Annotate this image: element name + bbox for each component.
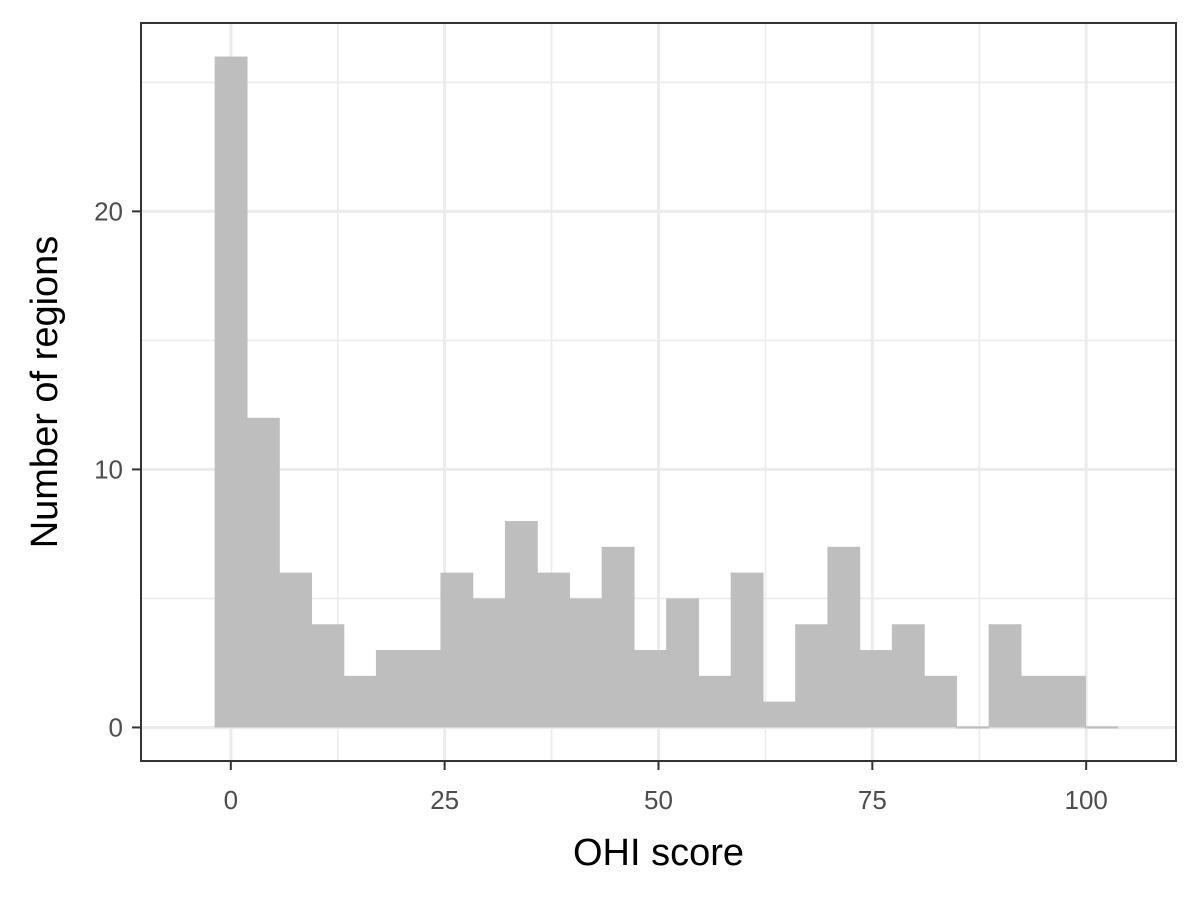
histogram-bar [666,598,700,728]
histogram-bar [246,417,280,728]
x-axis-tick-label: 0 [224,785,238,815]
histogram-bar [214,56,248,728]
histogram-bar [311,624,345,728]
histogram-bar [1020,675,1054,728]
y-axis-tick-label: 20 [94,196,123,226]
histogram-bar [762,701,796,728]
histogram-bar [440,572,474,728]
histogram-bar [375,650,409,728]
x-axis-tick-label: 50 [644,785,673,815]
histogram-bar [472,598,506,728]
histogram-bar [988,624,1022,728]
histogram-bar [859,650,893,728]
y-axis-tick-labels: 0 10 20 [94,196,123,742]
x-axis-tick-label: 75 [858,785,887,815]
x-axis-tick-labels: 0 25 50 75 100 [224,785,1108,815]
histogram-bar [601,546,635,728]
axis-ticks [132,210,1088,770]
y-axis-title: Number of regions [24,236,66,549]
histogram-bar [956,726,990,729]
x-axis-tick-label: 25 [430,785,459,815]
histogram-bar [279,572,313,728]
histogram-bars [214,56,1119,729]
histogram-bar [343,675,377,728]
histogram-bar [1085,726,1119,729]
histogram-bar [827,546,861,728]
histogram-bar [730,572,764,728]
histogram-bar [408,650,442,728]
y-axis-tick-label: 0 [109,712,123,742]
y-axis-tick-label: 10 [94,454,123,484]
histogram-bar [891,624,925,728]
histogram-bar [537,572,571,728]
histogram-bar [633,650,667,728]
histogram-bar [1053,675,1086,728]
histogram-bar [569,598,603,728]
x-axis-title: OHI score [573,832,744,874]
histogram-bar [795,624,828,728]
x-axis-tick-label: 100 [1064,785,1107,815]
histogram-bar [924,675,957,728]
histogram-bar [504,521,538,728]
histogram-bar [698,675,732,728]
